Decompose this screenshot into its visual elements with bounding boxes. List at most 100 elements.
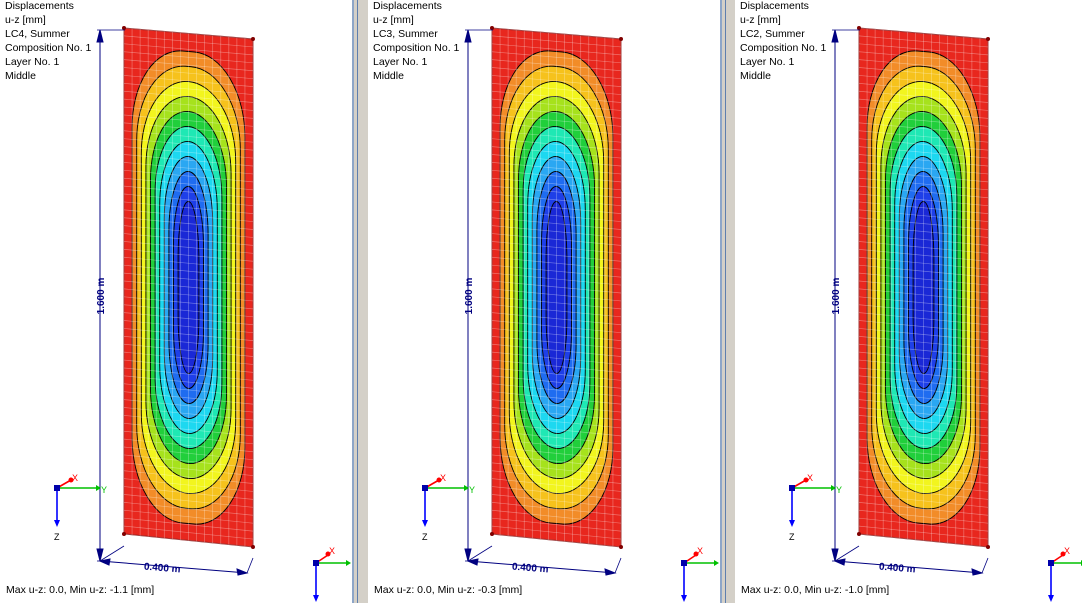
view-panel-lc3[interactable]: Displacements u-z [mm] LC3, Summer Compo…	[368, 0, 720, 603]
dimension-arrow	[464, 548, 472, 562]
mesh-line	[858, 335, 989, 349]
global-axis-origin	[681, 560, 687, 566]
mesh-line	[123, 249, 254, 262]
dimension-arrow	[236, 568, 249, 576]
mesh-line	[123, 359, 254, 373]
mesh-line	[491, 359, 622, 373]
mesh-line	[491, 225, 622, 238]
x-axis-dot	[436, 477, 442, 483]
mesh-line	[491, 43, 622, 56]
mesh-line	[491, 272, 622, 286]
global-z-arrow	[681, 595, 687, 602]
x-axis-dot	[68, 477, 74, 483]
node-point	[122, 26, 126, 30]
mesh-line	[491, 509, 622, 524]
layer-label: Layer No. 1	[5, 56, 60, 68]
mesh-line	[858, 185, 989, 199]
mesh-line	[858, 272, 989, 286]
mesh-line	[123, 90, 254, 103]
x-axis-label: X	[72, 473, 78, 483]
mesh-line	[491, 27, 622, 40]
contour-plot-lc4[interactable]: 1.600 m 0.400 m X Y Z X	[0, 0, 352, 603]
mesh-line	[123, 233, 254, 246]
dimension-arrow	[831, 29, 839, 43]
global-z-arrow	[1048, 595, 1054, 602]
mesh-line	[858, 517, 989, 532]
mesh-line	[858, 177, 989, 191]
mesh-line	[123, 430, 254, 445]
node-point	[490, 532, 494, 536]
mesh-line	[123, 462, 254, 476]
mesh-line	[858, 399, 989, 413]
global-axis-triad: X	[1048, 546, 1082, 602]
dimension-lines: 1.600 m 0.400 m	[464, 29, 622, 576]
mesh-line	[123, 130, 254, 143]
dimension-lines: 1.600 m 0.400 m	[96, 29, 254, 576]
mesh-line	[123, 106, 254, 119]
mesh-line	[491, 241, 622, 254]
view-splitter-2[interactable]	[720, 0, 722, 603]
mesh-line	[858, 98, 989, 111]
node-point	[251, 37, 255, 41]
width-dimension-line	[99, 560, 248, 574]
height-dimension-label: 1.600 m	[464, 278, 475, 315]
dimension-arrow	[971, 568, 984, 576]
view-panel-lc2[interactable]: Displacements u-z [mm] LC2, Summer Compo…	[735, 0, 1082, 603]
mesh-line	[491, 264, 622, 278]
mesh-line	[858, 288, 989, 302]
mesh-line	[858, 225, 989, 238]
view-panel-lc4[interactable]: Displacements u-z [mm] LC4, Summer Compo…	[0, 0, 352, 603]
mesh-line	[858, 122, 989, 135]
mesh-line	[858, 249, 989, 262]
mesh-line	[858, 146, 989, 159]
mesh-line	[491, 154, 622, 167]
mesh-line	[858, 494, 989, 508]
mesh-line	[858, 162, 989, 175]
mesh-line	[858, 407, 989, 421]
node-point	[490, 26, 494, 30]
mesh-line	[491, 249, 622, 262]
global-axis-origin	[1048, 560, 1054, 566]
mesh-line	[858, 138, 989, 151]
mesh-line	[123, 162, 254, 175]
view-splitter-1[interactable]	[352, 0, 354, 603]
mesh-line	[123, 320, 254, 334]
local-axis-triad: X Y Z	[789, 473, 842, 542]
mesh-line	[491, 201, 622, 214]
mesh-line	[123, 185, 254, 199]
global-axis-triad: X	[313, 546, 351, 602]
global-axis-origin	[313, 560, 319, 566]
plate-model	[857, 26, 990, 549]
contour-plot-lc3[interactable]: 1.600 m 0.400 m X Y Z X	[368, 0, 720, 603]
dimension-arrow	[833, 558, 846, 566]
contour-plot-lc2[interactable]: 1.600 m 0.400 m X Y Z X	[735, 0, 1082, 603]
mesh-line	[123, 407, 254, 421]
width-dimension-label: 0.400 m	[143, 562, 181, 576]
mesh-line	[491, 106, 622, 119]
mesh-line	[491, 193, 622, 207]
result-type-label: Displacements	[740, 0, 809, 12]
mesh-line	[123, 502, 254, 516]
plate-model	[490, 26, 623, 549]
global-x-label: X	[1064, 546, 1070, 556]
contour-band	[912, 201, 935, 374]
dimension-arrow	[466, 558, 479, 566]
x-axis-dot	[803, 477, 809, 483]
contour-band	[545, 201, 568, 374]
global-x-label: X	[697, 546, 703, 556]
composition-label: Composition No. 1	[5, 42, 92, 54]
mesh-line	[491, 169, 622, 183]
mesh-line	[123, 335, 254, 349]
mesh-line	[491, 130, 622, 143]
mesh-line	[491, 415, 622, 429]
mesh-line	[491, 375, 622, 389]
axis-origin	[422, 485, 428, 491]
mesh-line	[123, 280, 254, 294]
mesh-line	[858, 430, 989, 445]
node-point	[251, 545, 255, 549]
mesh-line	[491, 177, 622, 191]
mesh-line	[858, 67, 989, 80]
mesh-line	[858, 241, 989, 254]
mesh-line	[858, 359, 989, 373]
dimension-arrow	[96, 548, 104, 562]
